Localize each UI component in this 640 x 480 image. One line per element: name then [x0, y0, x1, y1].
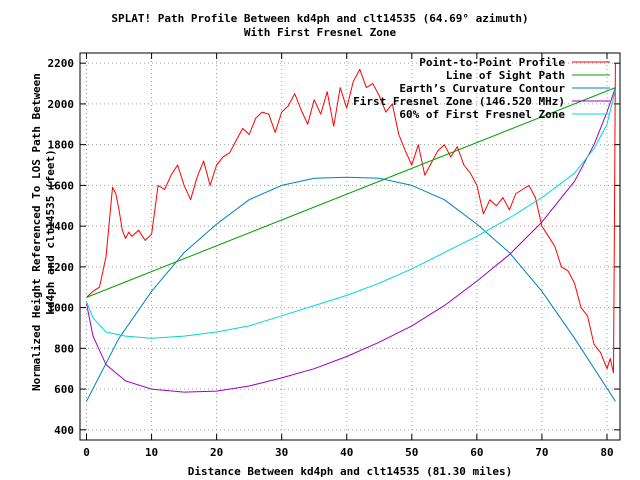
x-axis-label: Distance Between kd4ph and clt14535 (81.…: [187, 465, 513, 478]
y-tick-label: 2000: [48, 98, 75, 111]
x-tick-label: 80: [600, 446, 613, 459]
y-axis-label-line1: Normalized Height Referenced To LOS Path…: [30, 73, 43, 391]
series-line-4: [86, 89, 616, 339]
y-axis-label-line2: kd4ph and clt14535 (feet): [44, 149, 57, 315]
legend-label-0: Point-to-Point Profile: [419, 56, 565, 69]
x-tick-label: 20: [210, 446, 223, 459]
y-axis-label: Normalized Height Referenced To LOS Path…: [30, 32, 58, 432]
x-tick-label: 70: [535, 446, 548, 459]
y-tick-label: 2200: [48, 57, 75, 70]
legend-label-1: Line of Sight Path: [446, 69, 565, 82]
x-tick-label: 60: [470, 446, 483, 459]
x-tick-label: 0: [83, 446, 90, 459]
y-tick-label: 400: [54, 424, 74, 437]
x-tick-label: 10: [145, 446, 158, 459]
x-tick-label: 40: [340, 446, 353, 459]
y-tick-label: 1800: [48, 139, 75, 152]
chart-subtitle: With First Fresnel Zone: [243, 26, 397, 39]
legend-label-4: 60% of First Fresnel Zone: [399, 108, 565, 121]
series-group: [86, 63, 616, 402]
y-tick-label: 1200: [48, 261, 75, 274]
y-tick-label: 1400: [48, 220, 75, 233]
x-tick-label: 50: [405, 446, 418, 459]
axis-ticks: 0 10 20 30 40 50 60 70 80 400 600 800 1000 1200 1400 16…: [48, 53, 620, 459]
y-tick-label: 800: [54, 342, 74, 355]
series-line-1: [86, 87, 616, 298]
series-line-0: [86, 63, 616, 374]
legend-label-3: First Fresnel Zone (146.520 MHz): [353, 95, 565, 108]
legend-label-2: Earth’s Curvature Contour: [399, 82, 565, 95]
chart-title: SPLAT! Path Profile Between kd4ph and cl…: [111, 12, 529, 25]
series-line-3: [86, 87, 616, 393]
y-tick-label: 600: [54, 383, 74, 396]
x-tick-label: 30: [275, 446, 288, 459]
series-line-2: [86, 176, 616, 402]
grid: [80, 53, 620, 440]
y-tick-label: 1600: [48, 179, 75, 192]
y-tick-label: 1000: [48, 302, 75, 315]
plot-frame: [79, 52, 621, 441]
